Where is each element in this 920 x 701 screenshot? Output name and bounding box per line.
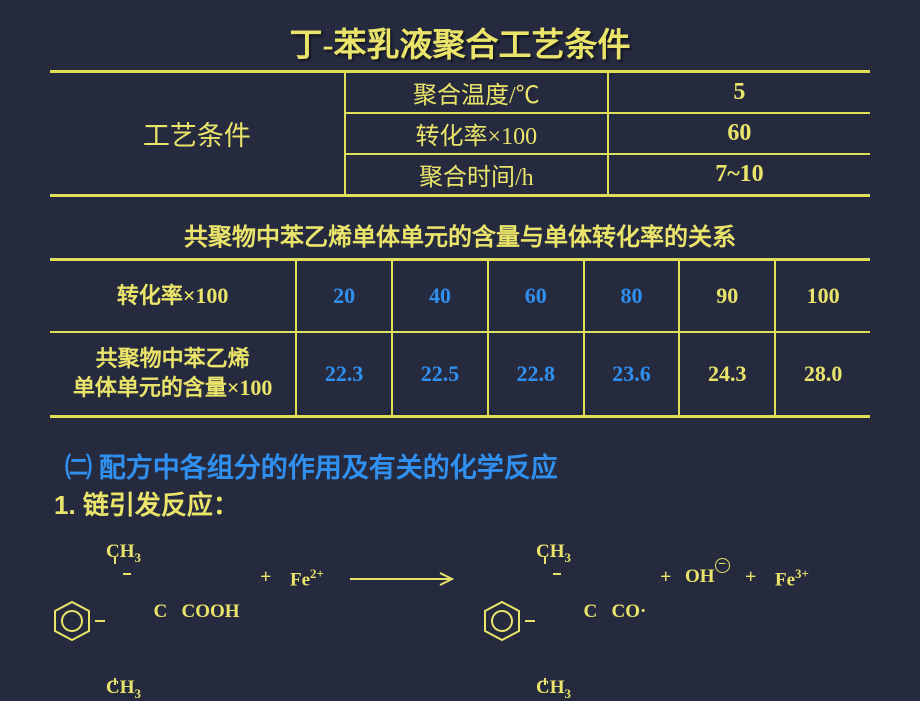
bond-icon (525, 620, 535, 622)
t2-conv-5: 100 (775, 260, 870, 333)
fe2: Fe2+ (290, 566, 324, 591)
benzene-icon (50, 599, 94, 643)
t2-cont-4: 24.3 (679, 332, 775, 417)
bond-icon (95, 620, 105, 622)
t2-cont-2: 22.8 (488, 332, 584, 417)
relation-table: 转化率×100 20 40 60 80 90 100 共聚物中苯乙烯 单体单元的… (50, 258, 870, 418)
t2-conv-0: 20 (296, 260, 392, 333)
benzene-icon (480, 599, 524, 643)
sub-title: 共聚物中苯乙烯单体单元的含量与单体转化率的关系 (50, 217, 870, 252)
fe3: Fe3+ (775, 566, 809, 591)
t1-param-2: 聚合时间/h (345, 154, 608, 196)
left-molecule: CH3 C COOH CH3 (50, 542, 240, 700)
slide: 丁-苯乳液聚合工艺条件 工艺条件 聚合温度/℃ 5 转化率×100 60 聚合时… (0, 0, 920, 690)
left-fragment: CH3 C COOH CH3 (106, 542, 240, 700)
sub-heading: 1. 链引发反应： (50, 485, 870, 522)
section-heading: ㈡ 配方中各组分的作用及有关的化学反应 (50, 446, 870, 485)
plus-3: + (745, 566, 756, 589)
t1-value-2: 7~10 (608, 154, 870, 196)
right-fragment: CH3 C CO· CH3 (536, 542, 646, 700)
t1-param-0: 聚合温度/℃ (345, 72, 608, 114)
t2-cont-3: 23.6 (584, 332, 680, 417)
main-title: 丁-苯乳液聚合工艺条件 (50, 18, 870, 66)
t2-row1-label: 转化率×100 (50, 260, 296, 333)
t2-cont-1: 22.5 (392, 332, 488, 417)
plus-2: + (660, 566, 671, 589)
t2-conv-1: 40 (392, 260, 488, 333)
conditions-table: 工艺条件 聚合温度/℃ 5 转化率×100 60 聚合时间/h 7~10 (50, 70, 870, 197)
t2-cont-0: 22.3 (296, 332, 392, 417)
t1-param-1: 转化率×100 (345, 113, 608, 154)
t2-row2-l2: 单体单元的含量×100 (73, 375, 273, 400)
reaction-equation: CH3 C COOH CH3 + Fe2+ (50, 532, 870, 622)
t1-value-1: 60 (608, 113, 870, 154)
right-molecule: CH3 C CO· CH3 (480, 542, 646, 700)
arrow-icon (350, 572, 460, 591)
plus-1: + (260, 566, 271, 589)
t2-conv-4: 90 (679, 260, 775, 333)
t2-row2-l1: 共聚物中苯乙烯 (96, 346, 250, 371)
hydroxide: OH (685, 566, 729, 588)
t2-conv-2: 60 (488, 260, 584, 333)
t2-conv-3: 80 (584, 260, 680, 333)
t2-cont-5: 28.0 (775, 332, 870, 417)
t1-rowheader: 工艺条件 (50, 72, 345, 196)
t2-row2-label: 共聚物中苯乙烯 单体单元的含量×100 (50, 332, 296, 417)
t1-value-0: 5 (608, 72, 870, 114)
